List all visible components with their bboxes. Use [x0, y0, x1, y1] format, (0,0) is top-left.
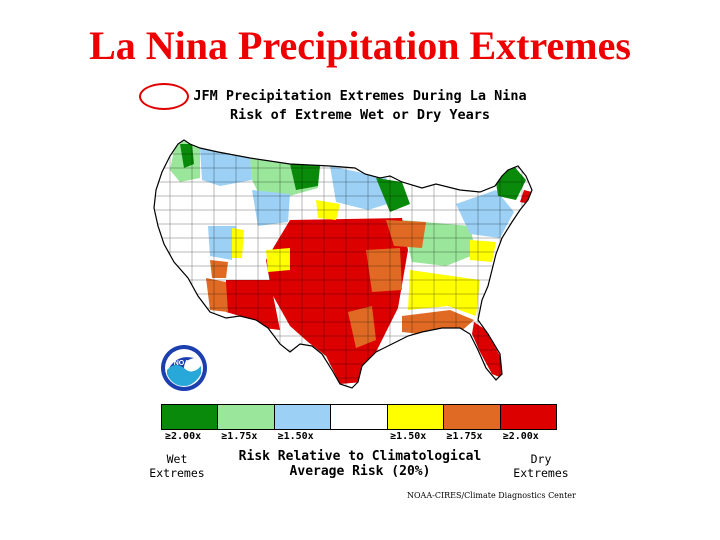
legend-swatch-neutral-3	[331, 405, 388, 429]
dry-region-california-south	[206, 278, 228, 312]
legend-swatch-wet-0	[162, 405, 219, 429]
us-precipitation-map	[153, 139, 533, 389]
risk-label-line2: Average Risk (20%)	[289, 464, 431, 479]
legend-swatch-dry-5	[444, 405, 501, 429]
dry-region-colorado-yellow	[266, 248, 290, 272]
noaa-logo-text: NOAA	[174, 360, 195, 367]
dry-region-southeast-yellow	[408, 270, 480, 316]
wet-region-appalachia	[456, 190, 514, 238]
legend-tick-wet-0: ≥2.00x	[165, 431, 202, 442]
wet-region-dakota-strong	[290, 164, 320, 190]
wet-region-nevada	[208, 226, 236, 260]
legend-swatch-wet-2	[274, 405, 332, 429]
risk-label-line1: Risk Relative to Climatological	[238, 449, 482, 464]
dry-region-southwest	[226, 280, 280, 330]
dry-label-line2: Extremes	[513, 466, 569, 480]
map-title: JFM Precipitation Extremes During La Nin…	[0, 88, 720, 104]
wet-extremes-label: Wet Extremes	[144, 452, 210, 480]
dry-region-virginia-yellow	[470, 240, 496, 262]
legend-tick-wet-1: ≥1.75x	[221, 431, 258, 442]
legend-swatch-wet-1	[218, 405, 275, 429]
wet-region-montana	[200, 148, 252, 186]
dry-region-texas-east	[348, 306, 376, 348]
legend-tick-dry-6: ≥2.00x	[502, 431, 539, 442]
wet-region-upper-midwest	[330, 166, 400, 210]
dry-extremes-label: Dry Extremes	[508, 452, 574, 480]
dry-region-idaho-yellow	[232, 228, 244, 258]
wet-region-great-lakes	[376, 178, 410, 212]
dry-region-arkansas	[366, 248, 402, 292]
dry-region-southern-plains	[266, 218, 408, 384]
legend-tick-dry-4: ≥1.50x	[390, 431, 427, 442]
dry-label-line1: Dry	[530, 452, 552, 466]
season-label: JFM	[193, 88, 218, 104]
noaa-logo-icon: NOAA	[161, 345, 207, 391]
dry-region-kansas-fringe	[386, 220, 426, 248]
map-title-rest: Precipitation Extremes During La Nina	[217, 88, 527, 104]
wet-label-line1: Wet	[166, 452, 188, 466]
dry-region-great-basin-orange	[210, 260, 228, 278]
legend-color-bar	[161, 404, 557, 430]
legend-swatch-dry-6	[500, 405, 556, 429]
wet-label-line2: Extremes	[149, 466, 205, 480]
legend-tick-wet-2: ≥1.50x	[277, 431, 314, 442]
extreme-regions	[170, 140, 532, 384]
climate-division-grid	[154, 140, 532, 388]
season-highlight-circle	[139, 83, 189, 110]
slide-title: La Nina Precipitation Extremes	[89, 23, 631, 68]
legend-tick-dry-5: ≥1.75x	[446, 431, 483, 442]
wet-region-wyoming	[252, 190, 290, 226]
wet-region-northwest-strong	[180, 144, 194, 168]
map-subtitle: Risk of Extreme Wet or Dry Years	[229, 107, 491, 123]
legend-swatch-dry-4	[387, 405, 445, 429]
source-credit: NOAA-CIRES/Climate Diagnostics Center	[407, 491, 576, 500]
